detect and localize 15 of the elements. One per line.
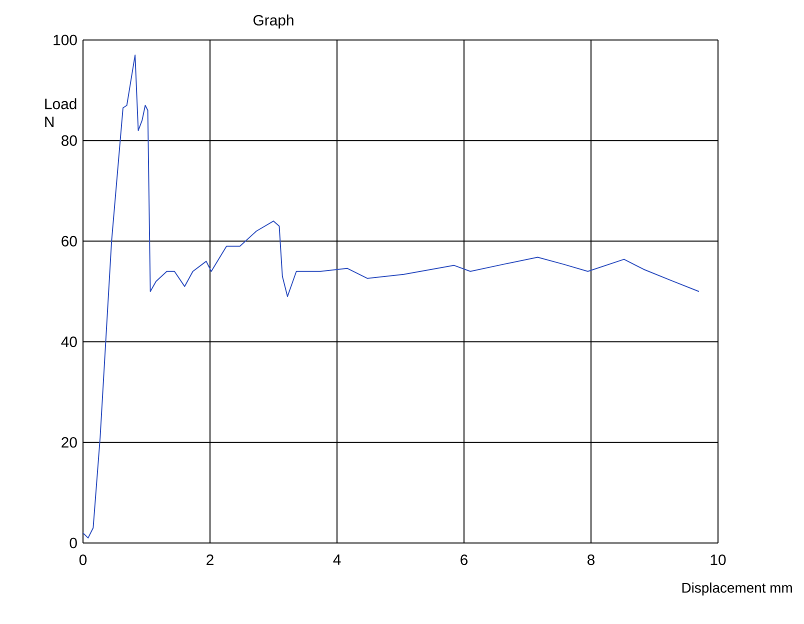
x-tick-label: 2 — [206, 554, 214, 565]
y-axis-title: Load N — [45, 98, 76, 127]
y-tick-label: 0 — [70, 538, 77, 548]
x-tick-label: 6 — [460, 554, 468, 566]
chart-title: Graph — [253, 14, 294, 28]
y-tick-label: 20 — [62, 437, 77, 448]
x-tick-label: 0 — [79, 554, 87, 566]
y-tick-label: 80 — [62, 135, 77, 146]
y-tick-label: 60 — [62, 236, 77, 246]
x-axis-title: Displacement mm — [682, 582, 792, 596]
x-tick-label: 10 — [710, 554, 726, 566]
y-tick-label: 40 — [61, 336, 77, 348]
x-tick-label: 8 — [588, 554, 595, 566]
y-tick-label: 100 — [54, 34, 77, 46]
x-tick-label: 4 — [333, 554, 341, 565]
